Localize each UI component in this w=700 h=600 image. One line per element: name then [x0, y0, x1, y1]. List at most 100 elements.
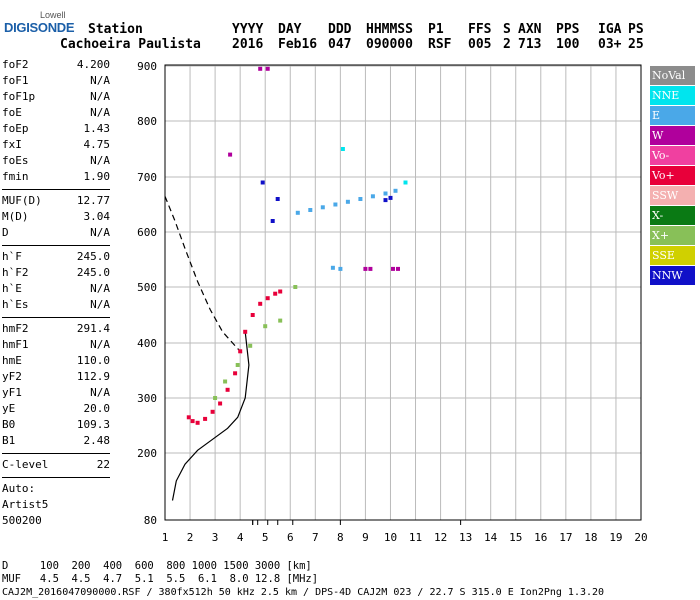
header-value: 713 — [518, 37, 542, 52]
header-value: Cachoeira Paulista — [60, 37, 201, 52]
echo-point-vo — [265, 296, 270, 301]
header-label: HHMMSS — [366, 22, 413, 37]
param-name: yF2 — [2, 370, 22, 383]
param-value: N/A — [90, 298, 110, 311]
param-row: h`F 245.0 — [2, 250, 110, 266]
param-name: h`F2 — [2, 266, 29, 279]
echo-point-e — [295, 210, 300, 215]
param-row: B1 2.48 — [2, 434, 110, 450]
echo-point-e — [320, 205, 325, 210]
echo-point-e — [338, 266, 343, 271]
y-tick-label: 500 — [137, 281, 157, 294]
param-name: M(D) — [2, 210, 29, 223]
x-tick-label: 2 — [187, 531, 194, 544]
param-name: hmF1 — [2, 338, 29, 351]
param-row: hmE 110.0 — [2, 354, 110, 370]
echo-point-e — [345, 199, 350, 204]
echo-point-vo — [243, 329, 248, 334]
param-value: 245.0 — [76, 266, 110, 279]
footer-muf-row: MUF 4.5 4.5 4.7 5.1 5.5 6.1 8.0 12.8 [MH… — [2, 573, 319, 585]
param-value: 110.0 — [76, 354, 110, 367]
header-label: YYYY — [232, 22, 264, 37]
echo-point-vo — [210, 409, 215, 414]
param-row: foE N/A — [2, 106, 110, 122]
param-row: hmF2 291.4 — [2, 322, 110, 338]
echo-point-x — [278, 318, 283, 323]
echo-point-x — [223, 379, 228, 384]
header-label: DDD — [328, 22, 352, 37]
echo-point-w — [265, 66, 270, 71]
echo-point-x — [293, 285, 298, 289]
panel-separator — [2, 453, 110, 454]
param-row: foF1 N/A — [2, 74, 110, 90]
header-value: 25 — [628, 37, 644, 52]
x-tick-label: 10 — [384, 531, 397, 544]
panel-separator — [2, 477, 110, 478]
legend: NoVal NNE E W Vo- Vo+ SSW X- X+ SSE NNW — [650, 66, 695, 286]
legend-item-e: E — [650, 106, 695, 125]
header-value: 2016 — [232, 37, 264, 52]
echo-point-vo — [250, 313, 255, 317]
x-tick-label: 16 — [534, 531, 547, 544]
param-value: N/A — [90, 386, 110, 399]
param-value: 112.9 — [76, 370, 110, 383]
x-tick-label: 19 — [609, 531, 622, 544]
param-name: MUF(D) — [2, 194, 42, 207]
x-tick-label: 13 — [459, 531, 472, 544]
header-label: S — [503, 22, 511, 37]
echo-point-nnw — [270, 219, 275, 223]
param-row: fmin 1.90 — [2, 170, 110, 186]
param-note-text: Artist5 — [2, 498, 49, 511]
param-name: hmE — [2, 354, 22, 367]
header-value: 03+ — [598, 37, 622, 52]
x-tick-label: 20 — [634, 531, 647, 544]
param-value: 4.200 — [76, 58, 110, 71]
x-tick-label: 14 — [484, 531, 498, 544]
header-label: DAY — [278, 22, 302, 37]
x-tick-label: 3 — [212, 531, 219, 544]
echo-point-vo — [195, 420, 200, 425]
echo-point-vo — [190, 419, 195, 424]
param-note-text: Auto: — [2, 482, 36, 495]
x-tick-label: 8 — [337, 531, 344, 544]
param-row: foF1p N/A — [2, 90, 110, 106]
header-value: 005 — [468, 37, 492, 52]
param-value: 4.75 — [83, 138, 111, 151]
echo-point-vo — [225, 387, 230, 392]
digisonde-logo: Lowell DIGISONDE — [4, 10, 75, 40]
param-value: 20.0 — [83, 402, 111, 415]
param-row: foEs N/A — [2, 154, 110, 170]
param-value: N/A — [90, 154, 110, 167]
header-value: 090000 — [366, 37, 413, 52]
param-name: hmF2 — [2, 322, 29, 335]
echo-point-e — [393, 188, 398, 193]
plot-frame — [164, 64, 642, 521]
header-label: PPS — [556, 22, 580, 37]
y-tick-label: 600 — [137, 226, 157, 239]
echo-point-e — [358, 197, 363, 201]
param-row: D N/A — [2, 226, 110, 242]
header-value: 047 — [328, 37, 352, 52]
x-tick-label: 11 — [409, 531, 422, 544]
param-name: yE — [2, 402, 16, 415]
param-note: Artist5 — [2, 498, 110, 514]
param-name: foF1p — [2, 90, 36, 103]
param-name: D — [2, 226, 9, 239]
footer-distance-row: D 100 200 400 600 800 1000 1500 3000 [km… — [2, 560, 312, 572]
header-label: Station — [88, 22, 143, 37]
echo-point-x — [235, 363, 240, 367]
legend-item-nnw: NNW — [650, 266, 695, 285]
echo-point-e — [333, 202, 338, 207]
param-name: fmin — [2, 170, 29, 183]
param-value: 245.0 — [76, 250, 110, 263]
logo-lowell-text: Lowell — [40, 10, 66, 20]
x-tick-label: 9 — [362, 531, 369, 544]
header-value: 2 — [503, 37, 511, 52]
echo-point-nne — [340, 147, 345, 151]
param-value: 109.3 — [76, 418, 110, 431]
param-value: 2.48 — [83, 434, 111, 447]
echo-point-nnw — [388, 195, 393, 200]
param-row: yF2 112.9 — [2, 370, 110, 386]
echo-point-w — [228, 152, 233, 157]
